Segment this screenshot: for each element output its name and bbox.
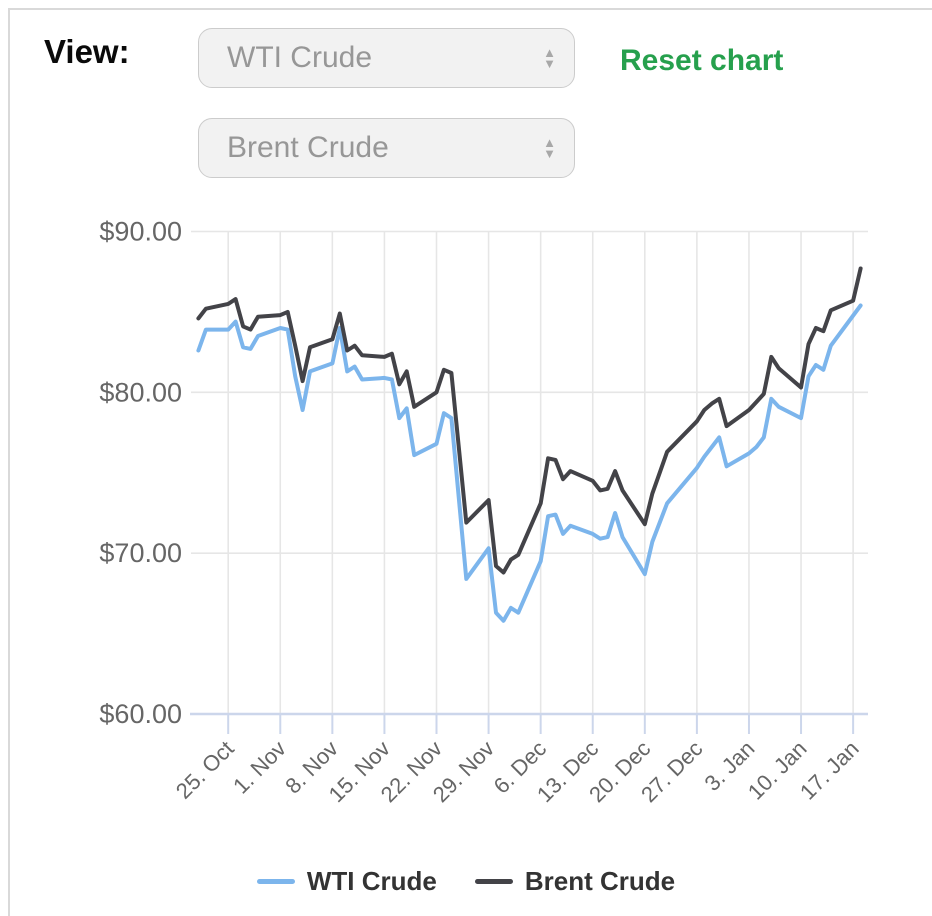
- view-label: View:: [44, 33, 130, 70]
- legend-item-wti[interactable]: WTI Crude: [256, 866, 437, 897]
- chevron-updown-icon: ▲ ▼: [543, 45, 556, 71]
- brent-line-swatch-icon: [474, 879, 513, 884]
- series-select-wti[interactable]: WTI Crude ▲ ▼: [198, 28, 575, 88]
- chart-legend: WTI Crude Brent Crude: [0, 866, 932, 897]
- x-axis-label: 25. Oct: [171, 736, 239, 804]
- y-axis-label: $70.00: [99, 538, 182, 568]
- y-axis-label: $90.00: [99, 217, 182, 247]
- series-select-brent[interactable]: Brent Crude ▲ ▼: [198, 118, 575, 178]
- series-select-brent-value: Brent Crude: [227, 131, 389, 164]
- x-axis-label: 17. Jan: [795, 736, 864, 805]
- series-line-brent: [196, 266, 863, 575]
- reset-chart-link[interactable]: Reset chart: [620, 44, 784, 77]
- legend-label-wti: WTI Crude: [306, 866, 437, 896]
- y-axis-label: $60.00: [99, 699, 182, 729]
- legend-label-brent: Brent Crude: [524, 866, 676, 896]
- x-axis-label: 1. Nov: [228, 736, 291, 799]
- series-line-wti: [196, 303, 863, 623]
- chevron-updown-icon: ▲ ▼: [543, 135, 556, 161]
- y-axis-label: $80.00: [99, 377, 182, 407]
- series-select-wti-value: WTI Crude: [227, 41, 373, 74]
- wti-line-swatch-icon: [256, 879, 295, 884]
- legend-item-brent[interactable]: Brent Crude: [474, 866, 676, 897]
